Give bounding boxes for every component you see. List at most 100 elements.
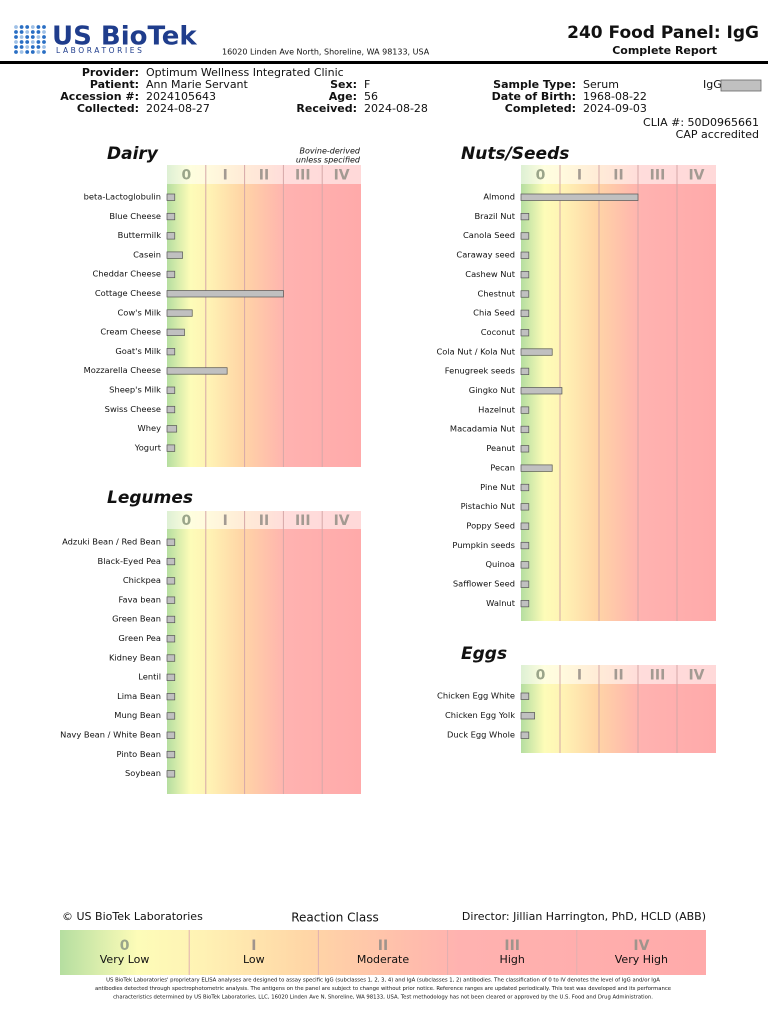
- field-label: Sex:: [330, 78, 357, 91]
- logo-dot: [42, 45, 46, 49]
- logo-dot: [14, 40, 18, 44]
- logo-dot: [25, 25, 30, 29]
- class-label: II: [613, 168, 623, 184]
- food-label: Canola Seed: [463, 230, 515, 240]
- logo-dot: [14, 35, 18, 39]
- bar: [166, 673, 176, 681]
- field-value: F: [364, 78, 370, 91]
- food-label: Black-Eyed Pea: [98, 556, 162, 566]
- field-label: Provider:: [82, 66, 139, 79]
- food-label: Whey: [138, 423, 162, 433]
- food-label: Mozzarella Cheese: [84, 365, 161, 375]
- class-numeral: 0: [120, 938, 130, 954]
- food-label: Green Bean: [112, 614, 161, 624]
- field-value: Optimum Wellness Integrated Clinic: [146, 66, 344, 79]
- report-title: 240 Food Panel: IgG: [567, 23, 759, 43]
- bar: [166, 405, 176, 414]
- logo-dot: [36, 30, 41, 34]
- bar: [520, 309, 530, 317]
- bar: [166, 654, 176, 662]
- food-label: Chickpea: [123, 575, 161, 585]
- bar: [520, 329, 530, 337]
- bar: [166, 538, 176, 546]
- food-label: Cheddar Cheese: [92, 269, 161, 279]
- class-label: I: [223, 513, 228, 529]
- field-value: 2024-08-28: [364, 102, 428, 115]
- food-label: Fava bean: [119, 594, 161, 604]
- scale-header: [167, 511, 361, 529]
- bar: [520, 406, 530, 414]
- address: 16020 Linden Ave North, Shoreline, WA 98…: [222, 48, 430, 57]
- bar: [520, 541, 530, 550]
- logo-dot: [30, 40, 35, 44]
- food-label: Blue Cheese: [109, 211, 161, 221]
- bar: [520, 731, 530, 739]
- food-label: Soybean: [125, 768, 161, 778]
- bar: [166, 270, 176, 279]
- logo-dot: [19, 50, 24, 54]
- logo-dot: [19, 40, 24, 44]
- clia: CLIA #: 50D0965661: [643, 116, 759, 129]
- food-label: beta-Lactoglobulin: [84, 192, 161, 202]
- field-value: Ann Marie Servant: [146, 78, 249, 91]
- bar: [520, 251, 530, 259]
- food-label: Mung Bean: [114, 710, 161, 720]
- class-label: III: [295, 513, 311, 529]
- field-label: Received:: [296, 102, 357, 115]
- class-name: High: [500, 953, 525, 966]
- class-label: 0: [182, 513, 192, 529]
- bar: [166, 731, 176, 739]
- bar: [166, 615, 176, 624]
- bar: [166, 750, 176, 759]
- food-label: Green Pea: [118, 633, 161, 643]
- scale-header: [521, 665, 716, 684]
- class-label: IV: [688, 168, 704, 184]
- class-numeral: IV: [633, 938, 649, 954]
- disclaimer-line: antibodies detected through spectrophoto…: [95, 986, 671, 992]
- food-label: Pinto Bean: [117, 749, 162, 759]
- field-value: 2024-08-27: [146, 102, 210, 115]
- food-label: Cola Nut / Kola Nut: [436, 346, 515, 356]
- logo-dot: [36, 40, 41, 44]
- class-numeral: II: [378, 938, 388, 954]
- food-label: Fenugreek seeds: [445, 366, 515, 376]
- igg-swatch: [720, 79, 762, 92]
- logo-dot: [25, 35, 30, 39]
- bar: [166, 577, 176, 585]
- scale-header: [521, 165, 716, 184]
- field-label: Completed:: [505, 102, 576, 115]
- bar: [166, 425, 178, 433]
- food-label: Cottage Cheese: [95, 288, 161, 298]
- class-label: IV: [334, 513, 350, 529]
- logo-dot: [30, 50, 35, 54]
- field-label: Sample Type:: [493, 78, 576, 91]
- food-label: Lima Bean: [117, 691, 161, 701]
- food-label: Chia Seed: [473, 308, 515, 318]
- bar: [166, 693, 176, 701]
- food-label: Brazil Nut: [474, 211, 515, 221]
- bar: [520, 348, 553, 356]
- bar: [520, 232, 530, 240]
- field-label: Accession #:: [60, 90, 139, 103]
- food-label: Poppy Seed: [466, 520, 515, 530]
- bar: [166, 386, 176, 394]
- field-value: 56: [364, 90, 378, 103]
- bar: [520, 425, 530, 434]
- food-label: Peanut: [486, 443, 515, 453]
- class-label: 0: [182, 168, 192, 184]
- food-label: Gingko Nut: [469, 385, 516, 395]
- logo-dot: [25, 30, 30, 34]
- bar: [520, 692, 530, 700]
- bar: [166, 367, 228, 375]
- bar: [166, 712, 176, 720]
- logo-dot: [30, 45, 35, 49]
- class-label: II: [613, 668, 623, 684]
- bar: [166, 193, 176, 201]
- bar: [520, 483, 530, 492]
- field-value: 2024-09-03: [583, 102, 647, 115]
